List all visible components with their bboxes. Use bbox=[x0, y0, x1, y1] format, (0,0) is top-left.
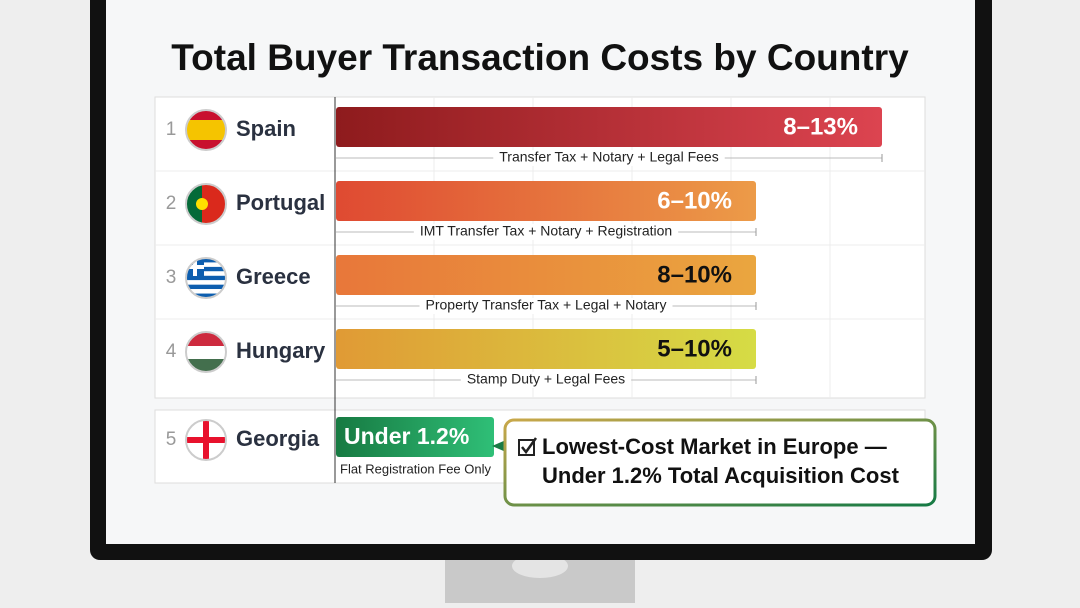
bar bbox=[336, 329, 756, 369]
flag bbox=[185, 331, 227, 373]
callout-box bbox=[503, 418, 937, 507]
flag-cross bbox=[186, 437, 226, 443]
chart-title: Total Buyer Transaction Costs by Country bbox=[171, 37, 909, 78]
bar bbox=[336, 255, 756, 295]
bar-note: IMT Transfer Tax + Notary + Registration bbox=[420, 223, 672, 239]
flag-body bbox=[186, 184, 226, 224]
bar bbox=[336, 417, 494, 457]
callout-text: Lowest-Cost Market in Europe — bbox=[542, 434, 887, 459]
flag-stripe bbox=[186, 346, 226, 359]
value-label: 6–10% bbox=[657, 187, 732, 214]
note-background bbox=[419, 298, 673, 314]
bar-note: Stamp Duty + Legal Fees bbox=[467, 371, 625, 387]
flag-stripe bbox=[186, 289, 226, 294]
rank: 3 bbox=[166, 267, 177, 288]
rank: 5 bbox=[166, 429, 177, 450]
flag-ring bbox=[185, 257, 227, 299]
callout-pointer bbox=[492, 440, 506, 452]
flag bbox=[185, 183, 227, 225]
value-label: Under 1.2% bbox=[344, 423, 469, 449]
flag-emblem bbox=[196, 198, 208, 210]
callout-text: Under 1.2% Total Acquisition Cost bbox=[542, 463, 900, 488]
flag-ring bbox=[185, 331, 227, 373]
value-label: 8–13% bbox=[783, 113, 858, 140]
flag-stripe bbox=[186, 184, 202, 224]
check-mark bbox=[521, 437, 538, 455]
flag-stripe bbox=[186, 280, 226, 285]
flag-stripe bbox=[186, 275, 226, 281]
flag-stripe bbox=[186, 284, 226, 290]
note-background bbox=[413, 224, 679, 240]
flag-stripe bbox=[186, 293, 226, 298]
flag-body bbox=[186, 420, 226, 460]
rank: 1 bbox=[166, 119, 177, 140]
note-background bbox=[460, 372, 632, 388]
flag-body bbox=[186, 110, 226, 150]
rank: 2 bbox=[166, 193, 177, 214]
flag bbox=[185, 109, 227, 151]
note-background bbox=[493, 150, 725, 166]
flag-ring bbox=[185, 109, 227, 151]
flag-stripe bbox=[186, 258, 226, 263]
country-label: Spain bbox=[236, 116, 296, 141]
rank: 4 bbox=[166, 341, 177, 362]
flag-cross bbox=[186, 265, 204, 269]
country-label: Greece bbox=[236, 264, 311, 289]
country-label: Portugal bbox=[236, 190, 325, 215]
flag-body bbox=[186, 258, 226, 298]
flag-stripe bbox=[186, 262, 226, 267]
flag-ring bbox=[185, 183, 227, 225]
bar-note: Transfer Tax + Notary + Legal Fees bbox=[499, 149, 718, 165]
flag-stripe bbox=[186, 120, 226, 140]
flag-stripe bbox=[186, 271, 226, 276]
bar bbox=[336, 181, 756, 221]
flag bbox=[185, 419, 227, 461]
bar-note: Property Transfer Tax + Legal + Notary bbox=[426, 297, 667, 313]
value-label: 5–10% bbox=[657, 335, 732, 362]
flag bbox=[185, 257, 227, 299]
value-label: 8–10% bbox=[657, 261, 732, 288]
flag-ring bbox=[185, 419, 227, 461]
country-label: Hungary bbox=[236, 338, 326, 363]
bar bbox=[336, 107, 882, 147]
bar-note: Flat Registration Fee Only bbox=[340, 461, 492, 476]
country-label: Georgia bbox=[236, 426, 320, 451]
check-box bbox=[518, 439, 535, 456]
flag-stripe bbox=[186, 266, 226, 272]
